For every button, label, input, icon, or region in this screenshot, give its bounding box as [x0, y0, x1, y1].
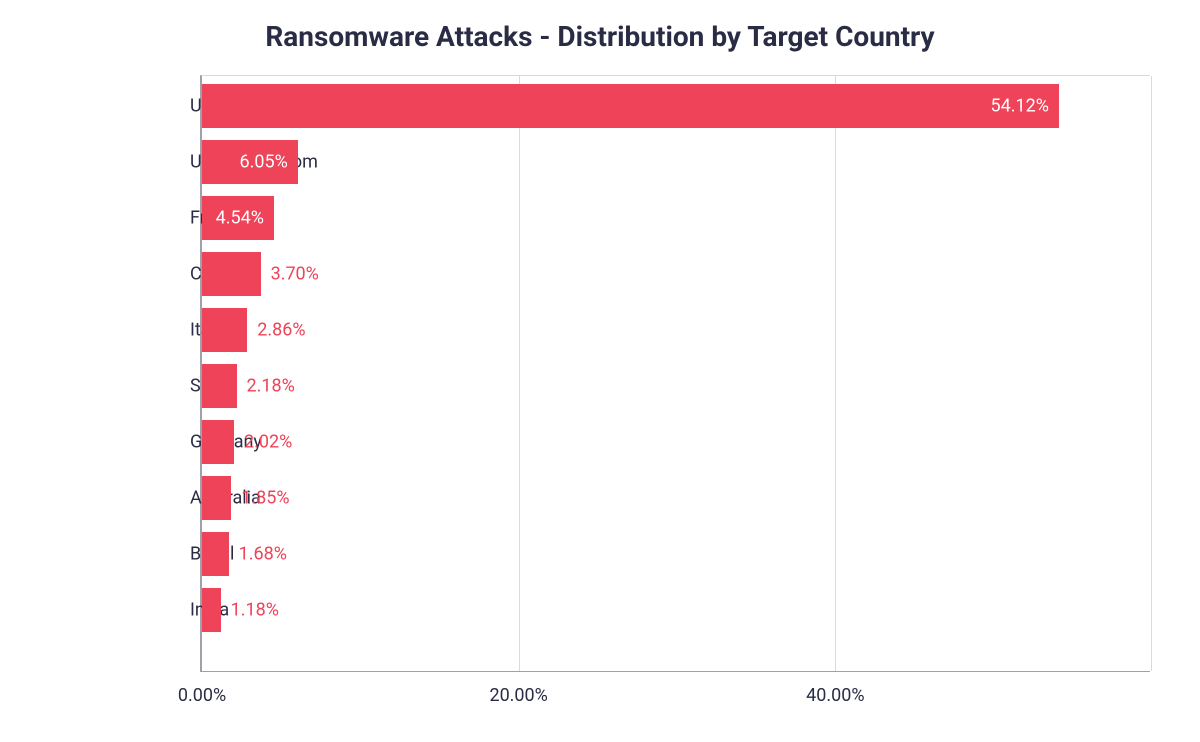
bar-row: 4.54% — [202, 190, 1150, 246]
gridline — [1151, 76, 1152, 671]
bar: 4.54% — [202, 196, 274, 240]
bar: 54.12% — [202, 84, 1059, 128]
bar: 1.68% — [202, 532, 229, 576]
bar-row: 1.18% — [202, 582, 1150, 638]
chart-container: Ransomware Attacks - Distribution by Tar… — [0, 0, 1200, 742]
bar-value-label: 1.18% — [231, 600, 279, 621]
bar-row: 2.86% — [202, 302, 1150, 358]
bar: 3.70% — [202, 252, 261, 296]
bar-row: 54.12% — [202, 78, 1150, 134]
bar-row: 6.05% — [202, 134, 1150, 190]
x-tick-label: 0.00% — [178, 685, 226, 706]
bar-value-label: 54.12% — [990, 96, 1048, 117]
bar: 1.85% — [202, 476, 231, 520]
plot-area: 0.00%20.00%40.00%United States54.12%Unit… — [200, 75, 1150, 672]
bar: 2.02% — [202, 420, 234, 464]
bar-value-label: 4.54% — [216, 208, 264, 229]
bar-value-label: 2.18% — [247, 376, 295, 397]
bar-row: 1.68% — [202, 526, 1150, 582]
x-tick-label: 40.00% — [806, 685, 864, 706]
bar-value-label: 2.02% — [244, 432, 292, 453]
bar-row: 2.18% — [202, 358, 1150, 414]
bar-value-label: 1.85% — [241, 488, 289, 509]
bar-row: 2.02% — [202, 414, 1150, 470]
bar-value-label: 1.68% — [239, 544, 287, 565]
chart-title: Ransomware Attacks - Distribution by Tar… — [10, 20, 1190, 53]
bar: 1.18% — [202, 588, 221, 632]
bar-value-label: 3.70% — [271, 264, 319, 285]
bar-value-label: 2.86% — [257, 320, 305, 341]
bar: 2.18% — [202, 364, 237, 408]
bar-value-label: 6.05% — [240, 152, 288, 173]
bar-row: 3.70% — [202, 246, 1150, 302]
bar: 6.05% — [202, 140, 298, 184]
bar-row: 1.85% — [202, 470, 1150, 526]
bar: 2.86% — [202, 308, 247, 352]
x-tick-label: 20.00% — [489, 685, 547, 706]
